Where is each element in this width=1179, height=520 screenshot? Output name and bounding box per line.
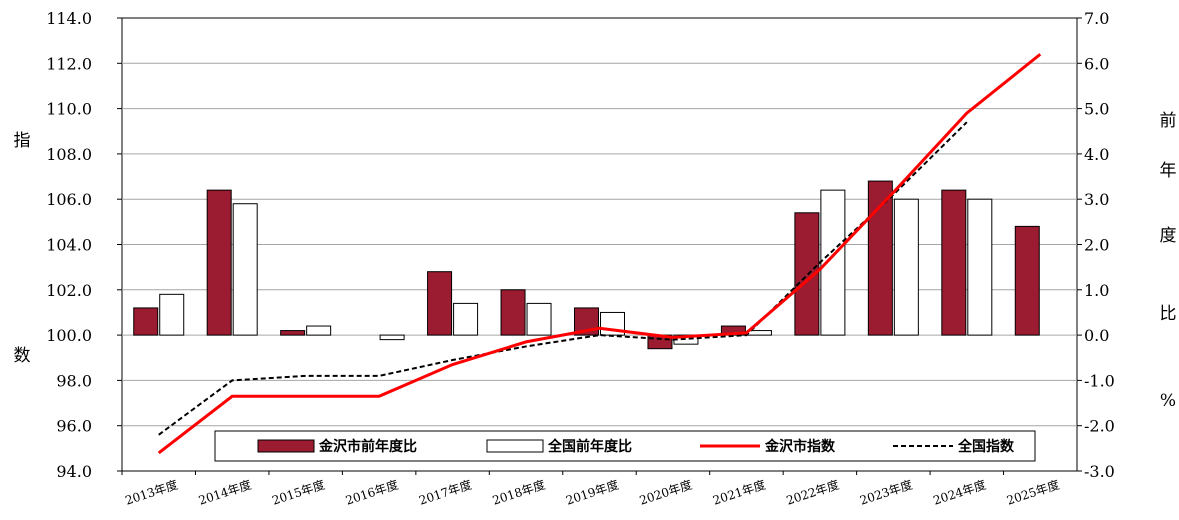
left-tick-label: 114.0 (46, 9, 92, 28)
bar-kanazawa-yoy (941, 189, 967, 336)
right-tick-label: -1.0 (1084, 371, 1115, 390)
bar-national-yoy (306, 325, 332, 336)
legend-label-kanazawa-yoy: 金沢市前年度比 (318, 438, 417, 455)
left-tick-label: 104.0 (46, 236, 92, 255)
bar-kanazawa-yoy (280, 330, 306, 336)
right-axis-ticks: -3.0 -2.0 -1.0 0.0 1.0 2.0 3.0 4.0 5.0 6.0 7.0 (1077, 9, 1115, 481)
left-tick-label: 108.0 (46, 145, 92, 164)
left-axis-ticks: 94.0 96.0 98.0 100.0 102.0 104.0 106.0 108.0 110… (46, 9, 122, 481)
bar-kanazawa-yoy (1014, 225, 1040, 336)
bar-kanazawa-yoy (427, 271, 453, 336)
x-tick-label: 2024年度 (931, 477, 988, 508)
left-axis-label-char: 指 (14, 131, 31, 151)
legend-box (214, 430, 1036, 462)
right-tick-label: 1.0 (1084, 281, 1109, 300)
left-tick-label: 96.0 (56, 417, 92, 436)
left-tick-label: 112.0 (46, 54, 92, 73)
line-national-index (158, 121, 968, 436)
legend-label-national-yoy: 全国前年度比 (547, 438, 632, 455)
bar-kanazawa-yoy (500, 289, 526, 336)
right-axis-label: 前年度比% (1160, 111, 1177, 411)
left-tick-label: 98.0 (56, 371, 92, 390)
x-tick-label: 2020年度 (637, 477, 694, 508)
x-tick-label: 2015年度 (270, 477, 327, 508)
left-tick-label: 110.0 (46, 100, 92, 119)
x-tick-label: 2025年度 (1005, 477, 1062, 508)
bar-national-yoy (453, 302, 479, 336)
right-tick-label: 2.0 (1084, 236, 1109, 255)
left-tick-label: 100.0 (46, 326, 92, 345)
bar-national-yoy (746, 330, 772, 336)
right-tick-label: -2.0 (1084, 417, 1115, 436)
right-axis-label-char: 度 (1160, 226, 1177, 246)
right-axis-label-char: 年 (1160, 161, 1177, 181)
x-tick-label: 2021年度 (711, 477, 768, 508)
left-tick-label: 102.0 (46, 281, 92, 300)
x-tick-label: 2013年度 (123, 477, 180, 508)
x-tick-label: 2016年度 (344, 477, 401, 508)
line-kanazawa-index (157, 53, 1042, 455)
bar-national-yoy (967, 198, 993, 336)
right-tick-label: 7.0 (1084, 9, 1109, 28)
bar-national-yoy (159, 293, 185, 336)
x-tick-label: 2023年度 (858, 477, 915, 508)
right-tick-label: -3.0 (1084, 462, 1115, 481)
legend: 金沢市前年度比 全国前年度比 金沢市指数 全国指数 (214, 430, 1036, 462)
bar-kanazawa-yoy (206, 189, 232, 336)
bar-national-yoy (232, 203, 258, 336)
right-tick-label: 5.0 (1084, 100, 1109, 119)
right-tick-label: 3.0 (1084, 190, 1109, 209)
bar-kanazawa-yoy (133, 307, 159, 336)
bar-national-yoy (893, 198, 919, 336)
x-tick-label: 2017年度 (417, 477, 474, 508)
x-tick-label: 2018年度 (490, 477, 547, 508)
series-lines (157, 53, 1042, 455)
right-axis-label-char: 前 (1160, 111, 1177, 131)
bar-national-yoy (379, 334, 405, 341)
x-axis-ticks: 2013年度 2014年度 2015年度 2016年度 2017年度 2018年度 2019… (121, 471, 1062, 508)
legend-label-kanazawa-index: 金沢市指数 (764, 438, 836, 455)
legend-label-national-index: 全国指数 (957, 438, 1015, 455)
right-tick-label: 6.0 (1084, 54, 1109, 73)
right-axis-label-char: % (1160, 391, 1176, 411)
right-axis-label-char: 比 (1160, 304, 1177, 324)
left-axis-label: 指数 (14, 131, 31, 366)
x-tick-label: 2014年度 (197, 477, 254, 508)
left-tick-label: 106.0 (46, 190, 92, 209)
bars (133, 180, 1040, 350)
legend-swatch-national-yoy (486, 439, 544, 453)
left-axis-label-char: 数 (14, 346, 31, 366)
right-tick-label: 4.0 (1084, 145, 1109, 164)
bar-national-yoy (526, 302, 552, 336)
legend-swatch-kanazawa-yoy (257, 439, 315, 453)
left-tick-label: 94.0 (56, 462, 92, 481)
x-tick-label: 2019年度 (564, 477, 621, 508)
right-tick-label: 0.0 (1084, 326, 1109, 345)
x-tick-label: 2022年度 (784, 477, 841, 508)
